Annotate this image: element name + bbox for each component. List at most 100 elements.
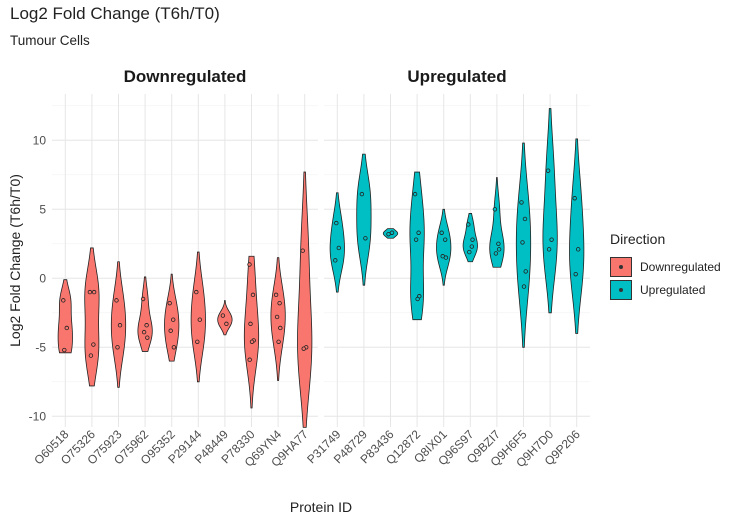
data-point — [359, 191, 365, 197]
legend-label-downregulated: Downregulated — [640, 259, 721, 274]
data-point — [334, 220, 339, 226]
data-point — [250, 292, 256, 298]
violin-body — [57, 279, 73, 354]
data-point — [520, 240, 525, 245]
violin-body — [137, 276, 153, 352]
data-point — [61, 298, 66, 303]
violin-Q96S97 — [462, 213, 478, 263]
data-point — [492, 207, 498, 212]
data-point — [277, 300, 282, 306]
violin-body — [542, 108, 558, 314]
data-point — [145, 335, 150, 340]
data-point — [91, 342, 96, 347]
violin-Q8IX01 — [436, 208, 452, 286]
violin-P29144 — [190, 251, 206, 383]
data-point — [194, 289, 199, 295]
legend-item-upregulated: Upregulated — [610, 278, 721, 301]
data-point — [114, 298, 119, 303]
violin-P31749 — [329, 192, 345, 293]
violin-Q9P206 — [569, 138, 585, 334]
chart-title: Log2 Fold Change (T6h/T0) — [10, 4, 220, 23]
data-point — [300, 248, 305, 253]
violin-body — [462, 213, 478, 263]
data-point — [276, 339, 281, 344]
y-tick-label: 10 — [33, 133, 47, 147]
data-point — [363, 236, 368, 241]
data-point — [91, 289, 97, 295]
violin-O75923 — [110, 261, 127, 388]
violin-body — [356, 153, 372, 286]
data-point — [168, 328, 173, 333]
data-point — [523, 269, 528, 274]
data-point — [274, 314, 280, 320]
data-point — [466, 222, 471, 227]
violin-Q9H7D0 — [542, 108, 558, 314]
data-point — [170, 317, 176, 322]
data-point — [88, 353, 94, 358]
data-point — [141, 329, 147, 335]
data-point — [496, 247, 502, 252]
data-point — [64, 325, 69, 331]
facet-title-downregulated: Downregulated — [124, 67, 247, 86]
data-point — [115, 345, 120, 350]
data-point — [415, 296, 420, 302]
violin-Q9BZI7 — [489, 177, 505, 268]
violin-Q9H6F5 — [515, 142, 532, 348]
legend-title: Direction — [610, 231, 666, 247]
data-point — [273, 292, 279, 298]
data-point — [167, 300, 172, 306]
y-tick-label: -5 — [35, 340, 46, 354]
violin-body — [515, 142, 532, 348]
legend-item-downregulated: Downregulated — [610, 255, 721, 278]
data-point — [62, 347, 67, 353]
violin-body — [436, 208, 452, 286]
data-point — [573, 271, 578, 277]
data-point — [336, 245, 341, 251]
violin-body — [569, 138, 585, 334]
data-point — [278, 325, 283, 331]
data-point — [413, 237, 419, 242]
violin-body — [329, 192, 345, 293]
violin-Q12872 — [409, 171, 425, 321]
violin-P48449 — [217, 299, 233, 336]
data-point — [87, 289, 93, 295]
y-axis-label: Log2 Fold Change (T6h/T0) — [7, 174, 23, 347]
violin-body — [84, 247, 100, 387]
data-point — [576, 247, 581, 252]
chart-subtitle: Tumour Cells — [10, 33, 90, 48]
facet-title-upregulated: Upregulated — [407, 67, 506, 86]
data-point — [389, 230, 395, 235]
legend: Direction Downregulated Upregulated — [610, 231, 721, 301]
violin-O60518 — [57, 279, 73, 354]
data-point — [195, 339, 200, 344]
violin-O95352 — [164, 273, 180, 362]
data-point — [416, 230, 421, 235]
violin-P48729 — [356, 153, 372, 286]
violin-body — [217, 299, 233, 336]
data-point — [443, 255, 449, 260]
data-point — [469, 244, 474, 249]
y-tick-label: -10 — [29, 409, 47, 423]
violin-P78330 — [243, 255, 260, 409]
data-point — [521, 284, 527, 289]
data-point — [301, 346, 306, 351]
data-point — [470, 237, 475, 242]
legend-key-downregulated — [610, 256, 632, 277]
y-tick-label: 5 — [39, 202, 46, 216]
data-point — [545, 168, 551, 173]
x-axis-label: Protein ID — [290, 499, 352, 515]
violin-body — [164, 273, 180, 362]
data-point — [522, 216, 528, 222]
violin-body — [489, 177, 505, 268]
data-point — [496, 241, 501, 246]
violin-Q9HA77 — [297, 171, 313, 428]
data-point — [144, 323, 149, 328]
data-point — [220, 313, 226, 318]
data-point — [249, 339, 255, 344]
violin-P83436 — [382, 228, 399, 239]
violin-body — [243, 255, 260, 409]
data-point — [443, 237, 448, 242]
legend-label-upregulated: Upregulated — [640, 282, 706, 297]
data-point — [572, 196, 577, 201]
